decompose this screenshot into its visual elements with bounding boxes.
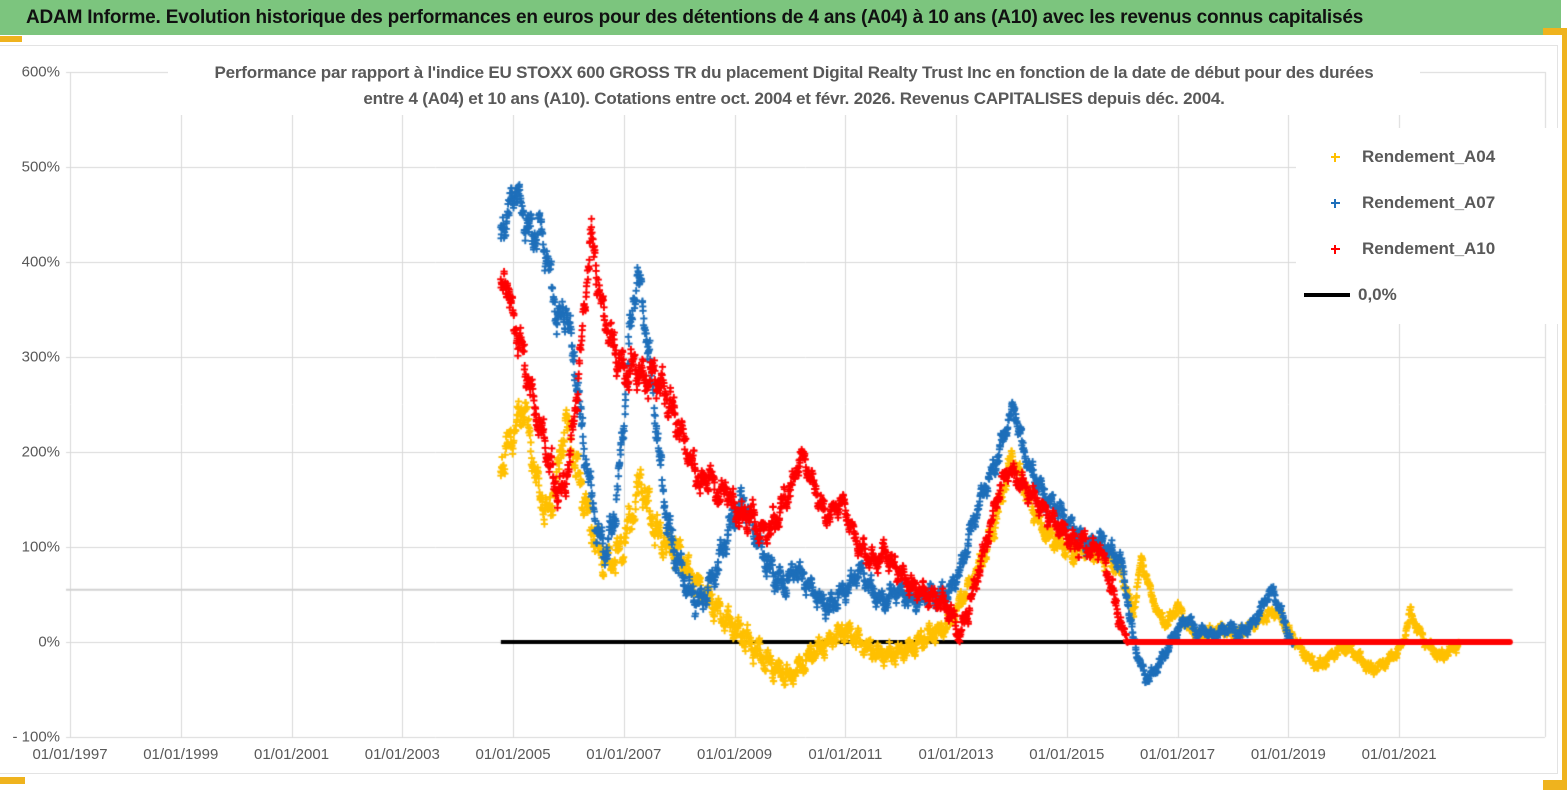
x-tick-2019: 01/01/2019 <box>1250 746 1326 763</box>
x-tick-2011: 01/01/2011 <box>808 746 883 763</box>
x-tick-2001: 01/01/2001 <box>253 746 330 763</box>
legend-item-rendement-a10: Rendement_A10 <box>1296 226 1558 272</box>
legend-label: Rendement_A07 <box>1362 193 1496 212</box>
legend-item-0-0-: 0,0% <box>1296 272 1558 318</box>
legend-plus-marker-icon <box>1314 244 1356 254</box>
legend-item-rendement-a07: Rendement_A07 <box>1296 180 1558 226</box>
y-tick-500: 500% <box>21 158 60 176</box>
chart-title: Performance par rapport à l'indice EU ST… <box>168 57 1420 115</box>
legend-label: Rendement_A10 <box>1362 239 1496 258</box>
legend-item-rendement-a04: Rendement_A04 <box>1296 134 1558 180</box>
legend: Rendement_A04 Rendement_A07 Rendement_A10 0… <box>1296 128 1558 324</box>
x-tick-2015: 01/01/2015 <box>1029 746 1105 763</box>
x-tick-1997: 01/01/1997 <box>32 746 108 763</box>
y-tick--100: - 100% <box>12 728 60 746</box>
x-tick-1999: 01/01/1999 <box>143 746 219 763</box>
x-tick-2005: 01/01/2005 <box>475 746 551 763</box>
chart-title-line-1: Performance par rapport à l'indice EU ST… <box>214 63 1374 82</box>
x-tick-2021: 01/01/2021 <box>1361 746 1437 763</box>
x-tick-2009: 01/01/2009 <box>697 746 773 763</box>
legend-label: Rendement_A04 <box>1362 147 1496 166</box>
chart-title-line-2: entre 4 (A04) et 10 ans (A10). Cotations… <box>363 89 1225 108</box>
legend-label: 0,0% <box>1358 285 1397 304</box>
x-tick-2013: 01/01/2013 <box>918 746 994 763</box>
x-tick-2017: 01/01/2017 <box>1140 746 1216 763</box>
y-tick-400: 400% <box>21 253 60 271</box>
y-tick-100: 100% <box>21 538 60 556</box>
y-tick-300: 300% <box>21 348 60 366</box>
legend-line-swatch <box>1304 293 1356 297</box>
legend-plus-marker-icon <box>1314 152 1356 162</box>
y-tick-600: 600% <box>21 63 60 81</box>
x-tick-2007: 01/01/2007 <box>586 746 662 763</box>
y-tick-0: 0% <box>38 633 60 651</box>
x-tick-2003: 01/01/2003 <box>364 746 440 763</box>
legend-plus-marker-icon <box>1314 198 1356 208</box>
y-tick-200: 200% <box>21 443 60 461</box>
